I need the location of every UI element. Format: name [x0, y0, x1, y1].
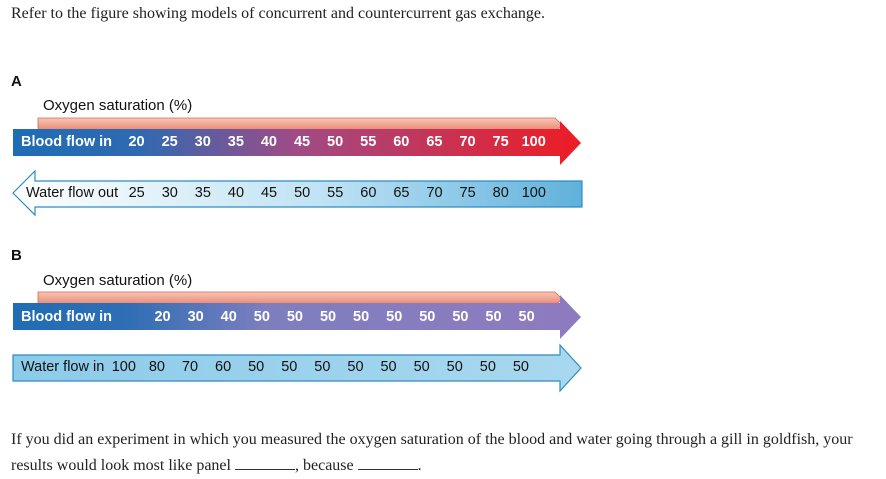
- panel-b-water-value: 50: [248, 359, 265, 375]
- panel-b-blood-value: 40: [220, 309, 237, 325]
- answer-blank-reason[interactable]: [357, 453, 418, 470]
- panel-a-letter: A: [11, 73, 22, 90]
- panel-b-water-label: Water flow in: [21, 359, 105, 375]
- panel-b-blood-value: 50: [485, 309, 502, 325]
- panel-a-blood-arrow: [13, 117, 581, 165]
- panel-a-blood-label: Blood flow in: [21, 134, 113, 150]
- panel-a-blood-value: 40: [260, 134, 277, 150]
- panel-b-blood-arrow: [13, 291, 581, 339]
- panel-a-blood-value: 75: [492, 134, 509, 150]
- panel-a-blood-value: 45: [293, 134, 311, 150]
- panel-b-water-value: 50: [512, 359, 529, 375]
- panel-b-water-arrow: [12, 343, 582, 393]
- panel-b-blood-value: 30: [187, 309, 204, 325]
- panel-a-water-row: Water flow out 25 30 35 40 45 50 55 60 6…: [26, 185, 550, 201]
- panel-b-blood-value: 50: [419, 309, 436, 325]
- panel-b-saturation-label: Oxygen saturation (%): [43, 272, 193, 289]
- panel-b-blood-value: 50: [386, 309, 403, 325]
- panel-a-blood-row: Blood flow in 20 25 30 35 40 45 50 55 60…: [21, 134, 550, 150]
- panel-a-blood-value: 50: [327, 134, 344, 150]
- panel-b-blood-value: 50: [319, 309, 337, 325]
- panel-a-water-value: 30: [161, 185, 178, 201]
- question-part-3: .: [417, 457, 422, 474]
- panel-a-water-value: 35: [194, 185, 211, 201]
- panel-b-blood-value: 50: [353, 309, 370, 325]
- question-part-2: , because: [294, 457, 358, 474]
- panel-b-water-value: 50: [479, 359, 496, 375]
- panel-b-water-value: 70: [181, 359, 199, 375]
- panel-a-water-value: 40: [227, 185, 245, 201]
- panel-b-blood-value: 50: [286, 309, 303, 325]
- panel-b-water-value: 100: [111, 359, 136, 375]
- panel-a-water-value: 80: [492, 185, 509, 201]
- question-part-1: If you did an experiment in which you me…: [11, 431, 853, 474]
- panel-a-water-value: 70: [426, 185, 443, 201]
- panel-b-water-value: 50: [281, 359, 298, 375]
- panel-b-water-value: 50: [347, 359, 364, 375]
- panel-b-blood-label: Blood flow in: [21, 309, 113, 325]
- panel-a-saturation-label: Oxygen saturation (%): [43, 97, 193, 114]
- panel-a-water-label: Water flow out: [26, 185, 119, 201]
- panel-a-blood-value: 35: [227, 134, 244, 150]
- panel-a-blood-value: 30: [194, 134, 211, 150]
- panel-b-water-value: 50: [380, 359, 397, 375]
- panel-a-water-arrow: [12, 169, 583, 217]
- panel-b-water-row: Water flow in 100 80 70 60 50 50 50 50 5…: [21, 359, 537, 375]
- panel-a-water-value: 75: [459, 185, 476, 201]
- panel-a-water-value: 50: [294, 185, 311, 201]
- panel-a-blood-value: 65: [426, 134, 443, 150]
- panel-b-blood-value: 50: [253, 309, 270, 325]
- panel-b-blood-value: 50: [452, 309, 469, 325]
- intro-text: Refer to the figure showing models of co…: [11, 5, 546, 22]
- panel-b-blood-value: 50: [518, 309, 535, 325]
- panel-b-water-value: 50: [413, 359, 430, 375]
- panel-a-water-value: 60: [360, 185, 377, 201]
- panel-a-blood-value: 25: [161, 134, 178, 150]
- panel-b-water-value: 50: [446, 359, 463, 375]
- answer-blank-panel[interactable]: [234, 453, 295, 470]
- panel-a-water-value: 55: [327, 185, 344, 201]
- panel-b-letter: B: [11, 247, 22, 264]
- panel-b-water-value: 50: [314, 359, 331, 375]
- panel-a-blood-value: 60: [393, 134, 410, 150]
- panel-b-blood-row: Blood flow in 20 30 40 50 50 50 50 50 50…: [21, 309, 543, 325]
- panel-b-blood-value: 20: [154, 309, 171, 325]
- panel-a-blood-value: 70: [459, 134, 476, 150]
- panel-a-water-value: 65: [393, 185, 410, 201]
- panel-a-water-value: 100: [521, 185, 546, 201]
- panel-b-water-value: 60: [215, 359, 232, 375]
- panel-a-blood-value: 100: [521, 134, 546, 150]
- panel-a-blood-value: 20: [128, 134, 145, 150]
- panel-a-blood-value: 55: [360, 134, 377, 150]
- question-text: If you did an experiment in which you me…: [11, 427, 881, 479]
- panel-b-water-value: 80: [148, 359, 165, 375]
- panel-a-water-value: 45: [260, 185, 278, 201]
- panel-a-water-value: 25: [128, 185, 145, 201]
